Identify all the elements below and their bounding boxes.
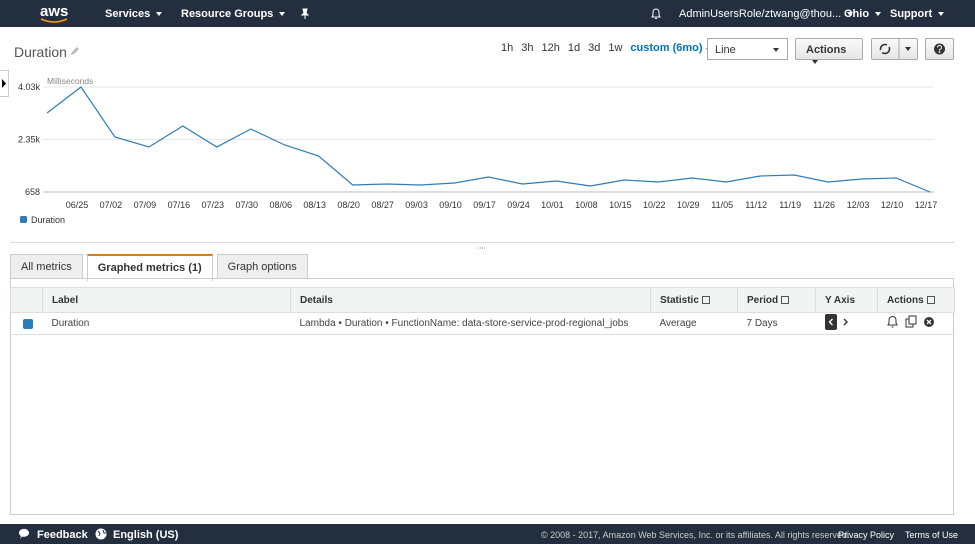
notifications-icon[interactable] bbox=[650, 7, 662, 20]
tabs: All metricsGraphed metrics (1)Graph opti… bbox=[10, 254, 308, 281]
x-tick-label: 10/01 bbox=[541, 200, 564, 210]
x-tick-label: 11/05 bbox=[711, 200, 733, 210]
help-button[interactable] bbox=[925, 38, 954, 60]
time-range[interactable]: 1h bbox=[501, 42, 513, 54]
y-axis-toggle[interactable] bbox=[825, 314, 855, 330]
time-range[interactable]: 1d bbox=[568, 42, 580, 54]
x-tick-label: 10/15 bbox=[609, 200, 632, 210]
series-swatch[interactable] bbox=[23, 319, 33, 329]
y-tick-label: 4.03k bbox=[18, 82, 41, 92]
x-tick-label: 12/10 bbox=[881, 200, 904, 210]
x-tick-label: 10/29 bbox=[677, 200, 700, 210]
help-icon bbox=[926, 39, 953, 59]
column-header: Y Axis bbox=[816, 288, 878, 313]
y-axis-cell bbox=[816, 313, 878, 335]
refresh-icon bbox=[872, 39, 917, 59]
column-header: Details bbox=[291, 288, 651, 313]
account-menu[interactable]: AdminUsersRole/ztwang@thou... bbox=[679, 8, 853, 20]
legend-label: Duration bbox=[31, 215, 65, 225]
region-menu[interactable]: Ohio bbox=[844, 8, 881, 20]
x-tick-label: 07/23 bbox=[202, 200, 225, 210]
splitter-grip[interactable] bbox=[477, 246, 487, 250]
time-ranges: 1h 3h 12h 1d 3d 1w custom (6mo) bbox=[501, 42, 712, 54]
x-tick-label: 08/13 bbox=[303, 200, 326, 210]
x-tick-label: 12/17 bbox=[915, 200, 938, 210]
row-actions[interactable] bbox=[887, 315, 942, 329]
tab[interactable]: Graphed metrics (1) bbox=[87, 254, 213, 281]
y-tick-label: 2.35k bbox=[18, 134, 41, 144]
pin-icon[interactable] bbox=[300, 8, 310, 19]
column-header: Actions bbox=[878, 288, 955, 313]
x-tick-label: 12/03 bbox=[847, 200, 870, 210]
header-text: Label bbox=[52, 295, 78, 306]
column-header: Label bbox=[43, 288, 291, 313]
y-tick-label: 658 bbox=[25, 187, 40, 197]
x-tick-label: 11/19 bbox=[779, 200, 801, 210]
header-row: Label Details Statistic Period Y Axis Actions bbox=[11, 288, 955, 313]
x-tick-label: 11/26 bbox=[813, 200, 835, 210]
refresh-button[interactable] bbox=[871, 38, 918, 60]
column-header: Period bbox=[738, 288, 816, 313]
logo-smile bbox=[40, 18, 70, 24]
services-menu[interactable]: Services bbox=[105, 8, 162, 20]
splitter[interactable] bbox=[10, 242, 954, 243]
header-text: Y Axis bbox=[825, 295, 855, 306]
x-tick-label: 07/09 bbox=[134, 200, 157, 210]
feedback-icon bbox=[18, 528, 31, 540]
tab[interactable]: Graph options bbox=[217, 254, 308, 279]
cell: Lambda • Duration • FunctionName: data-s… bbox=[291, 313, 651, 335]
terms-link[interactable]: Terms of Use bbox=[905, 530, 958, 540]
copyright: © 2008 - 2017, Amazon Web Services, Inc.… bbox=[541, 530, 849, 540]
x-tick-label: 08/27 bbox=[371, 200, 394, 210]
time-range[interactable]: 3h bbox=[521, 42, 533, 54]
time-range[interactable]: 1w bbox=[608, 42, 622, 54]
x-tick-label: 08/06 bbox=[269, 200, 292, 210]
select-column bbox=[11, 288, 43, 313]
x-tick-label: 09/17 bbox=[473, 200, 496, 210]
chart: Milliseconds 4.03k 2.35k 658 06/25 07/02 07/09… bbox=[0, 60, 975, 235]
legend-swatch bbox=[20, 216, 27, 223]
header-text: Details bbox=[300, 295, 333, 306]
x-tick-label: 09/10 bbox=[439, 200, 462, 210]
time-range[interactable]: custom (6mo) bbox=[630, 42, 702, 54]
x-tick-label: 07/02 bbox=[100, 200, 123, 210]
x-tick-label: 09/03 bbox=[405, 200, 428, 210]
x-tick-label: 07/16 bbox=[168, 200, 191, 210]
globe-icon bbox=[95, 528, 107, 540]
footer: Feedback English (US) © 2008 - 2017, Ama… bbox=[0, 524, 975, 544]
nav-bar: aws Services Resource Groups AdminUsersR… bbox=[0, 0, 975, 27]
header-text: Actions bbox=[887, 295, 935, 306]
tab[interactable]: All metrics bbox=[10, 254, 83, 279]
support-menu[interactable]: Support bbox=[890, 8, 944, 20]
x-tick-label: 09/24 bbox=[507, 200, 530, 210]
time-range[interactable]: 12h bbox=[542, 42, 560, 54]
header-text: Statistic bbox=[660, 295, 710, 306]
edit-icon[interactable] bbox=[70, 46, 80, 56]
feedback-link[interactable]: Feedback bbox=[37, 529, 88, 541]
header-text: Period bbox=[747, 295, 789, 306]
x-tick-label: 10/08 bbox=[575, 200, 598, 210]
actions-button[interactable]: Actions bbox=[795, 38, 863, 60]
x-tick-label: 10/22 bbox=[643, 200, 666, 210]
x-tick-label: 11/12 bbox=[745, 200, 767, 210]
cell: 7 Days bbox=[738, 313, 816, 335]
actions-cell bbox=[878, 313, 955, 335]
metrics-table: Label Details Statistic Period Y Axis Actions… bbox=[10, 287, 955, 335]
y-axis-label: Milliseconds bbox=[47, 76, 93, 86]
cell: Duration bbox=[43, 313, 291, 335]
x-tick-label: 07/30 bbox=[236, 200, 259, 210]
resource-groups-menu[interactable]: Resource Groups bbox=[181, 8, 285, 20]
language-menu[interactable]: English (US) bbox=[113, 529, 178, 541]
metric-row: DurationLambda • Duration • FunctionName… bbox=[11, 313, 955, 335]
column-header: Statistic bbox=[651, 288, 738, 313]
privacy-link[interactable]: Privacy Policy bbox=[838, 530, 894, 540]
view-select[interactable]: Line bbox=[707, 38, 788, 60]
x-tick-label: 06/25 bbox=[66, 200, 89, 210]
color-cell bbox=[11, 313, 43, 335]
x-tick-label: 08/20 bbox=[337, 200, 360, 210]
time-range[interactable]: 3d bbox=[588, 42, 600, 54]
graph-title[interactable]: Duration bbox=[14, 44, 67, 60]
cell: Average bbox=[651, 313, 738, 335]
